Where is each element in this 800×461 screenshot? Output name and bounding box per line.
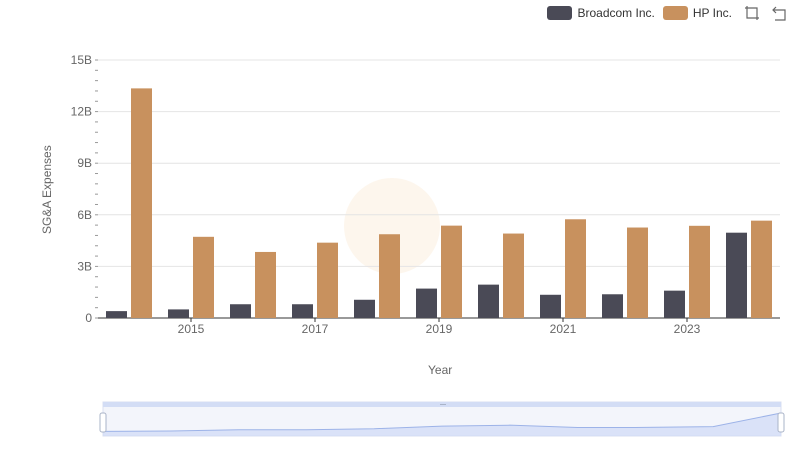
y-tick-label: 3B [77, 259, 92, 273]
bar-hp [379, 234, 400, 318]
x-tick-label: 2021 [550, 322, 577, 336]
bar-broadcom [540, 294, 561, 318]
bar-hp [565, 219, 586, 318]
bar-broadcom [416, 288, 437, 318]
zoom-handle-right[interactable] [777, 412, 785, 433]
bar-hp [689, 225, 710, 318]
bar-broadcom [478, 284, 499, 318]
bar-broadcom [664, 290, 685, 318]
y-axis-title: SG&A Expenses [40, 145, 54, 234]
legend-label-hp: HP Inc. [692, 6, 732, 20]
legend-swatch-broadcom [547, 6, 573, 20]
x-axis-title: Year [428, 363, 453, 377]
y-tick-label: 6B [77, 208, 92, 222]
legend: Broadcom Inc. HP Inc. [547, 5, 788, 21]
y-tick-label: 9B [77, 156, 92, 170]
bar-hp [503, 233, 524, 318]
y-tick-label: 12B [71, 105, 92, 119]
x-tick-label: 2019 [426, 322, 453, 336]
legend-label-broadcom: Broadcom Inc. [577, 6, 655, 20]
bar-broadcom [292, 304, 313, 318]
bar-broadcom [168, 309, 189, 318]
legend-item-broadcom[interactable]: Broadcom Inc. [547, 6, 655, 20]
zoom-handle-left[interactable] [99, 412, 107, 433]
watermark-logo [344, 178, 440, 274]
legend-item-hp[interactable]: HP Inc. [662, 6, 732, 20]
x-tick-label: 2017 [302, 322, 329, 336]
bar-hp [131, 88, 152, 318]
bar-hp [441, 225, 462, 318]
bar-hp [255, 251, 276, 318]
bar-broadcom [726, 232, 747, 318]
zoom-icon[interactable] [744, 5, 760, 21]
bar-broadcom [354, 299, 375, 318]
y-tick-label: 15B [71, 53, 92, 67]
x-tick-label: 2023 [674, 322, 701, 336]
legend-swatch-hp [662, 6, 688, 20]
zoom-overview-line [102, 412, 782, 432]
restore-icon[interactable] [772, 5, 788, 21]
bar-broadcom [106, 311, 127, 318]
bar-broadcom [230, 304, 251, 318]
y-tick-label: 0 [85, 311, 92, 325]
x-tick-label: 2015 [178, 322, 205, 336]
bar-broadcom [602, 294, 623, 318]
bar-hp [317, 242, 338, 318]
bar-hp [751, 220, 772, 318]
bar-hp [193, 236, 214, 318]
bar-hp [627, 227, 648, 318]
